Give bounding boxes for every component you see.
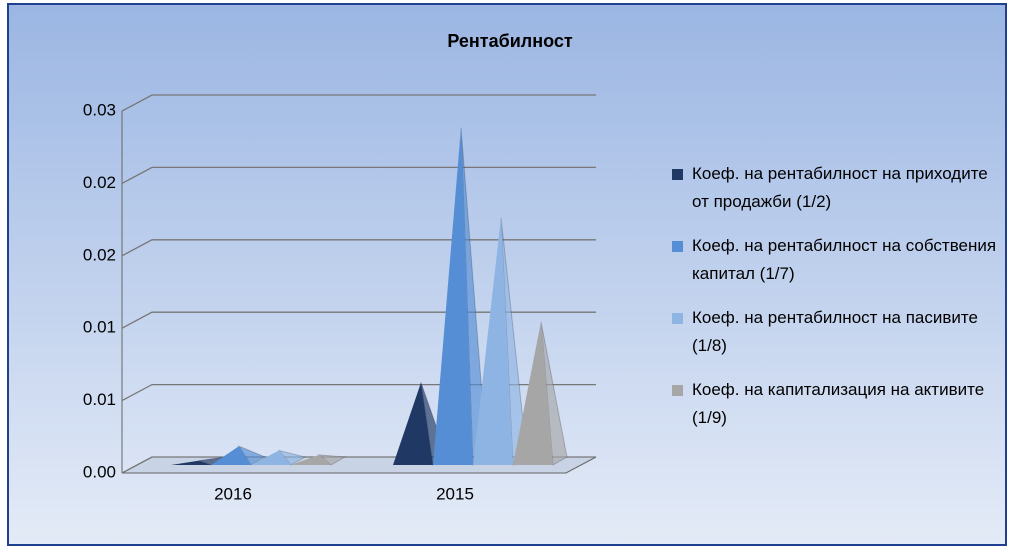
grid-line xyxy=(121,239,596,257)
y-tick-label: 0.03 xyxy=(83,100,116,119)
chart-title: Рентабилност xyxy=(447,31,573,51)
legend-label: Коеф. на рентабилност на пасивите (1/8) xyxy=(692,308,978,355)
x-tick-label: 2015 xyxy=(436,484,474,503)
pyramid xyxy=(513,321,553,465)
legend-label: Коеф. на рентабилност на приходите от пр… xyxy=(692,164,988,211)
pyramid xyxy=(433,127,473,465)
legend: Коеф. на рентабилност на приходите от пр… xyxy=(668,160,998,448)
pyramid xyxy=(291,454,331,465)
legend-item: Коеф. на капитализация на активите (1/9) xyxy=(668,376,998,432)
legend-swatch xyxy=(672,313,683,324)
y-tick-label: 0.01 xyxy=(83,390,116,409)
legend-item: Коеф. на рентабилност на пасивите (1/8) xyxy=(668,304,998,360)
grid-line xyxy=(121,166,596,184)
legend-label: Коеф. на капитализация на активите (1/9) xyxy=(692,380,985,427)
pyramid xyxy=(473,217,513,465)
legend-item: Коеф. на рентабилност на приходите от пр… xyxy=(668,160,998,216)
pyramid xyxy=(393,382,433,465)
y-tick-label: 0.01 xyxy=(83,318,116,337)
pyramid xyxy=(251,450,291,465)
grid-line xyxy=(121,94,596,112)
legend-swatch xyxy=(672,169,683,180)
legend-label: Коеф. на рентабилност на собствения капи… xyxy=(692,236,997,283)
legend-item: Коеф. на рентабилност на собствения капи… xyxy=(668,232,998,288)
y-tick-label: 0.02 xyxy=(83,245,116,264)
pyramid xyxy=(211,446,251,465)
legend-swatch xyxy=(672,241,683,252)
x-tick-label: 2016 xyxy=(214,484,252,503)
y-tick-label: 0.02 xyxy=(83,173,116,192)
legend-swatch xyxy=(672,385,683,396)
pyramid xyxy=(171,460,211,465)
y-tick-label: 0.00 xyxy=(83,462,116,481)
